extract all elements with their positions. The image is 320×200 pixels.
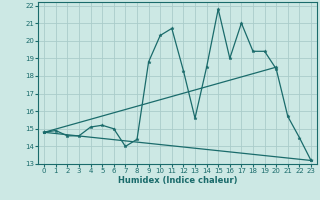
X-axis label: Humidex (Indice chaleur): Humidex (Indice chaleur) — [118, 176, 237, 185]
